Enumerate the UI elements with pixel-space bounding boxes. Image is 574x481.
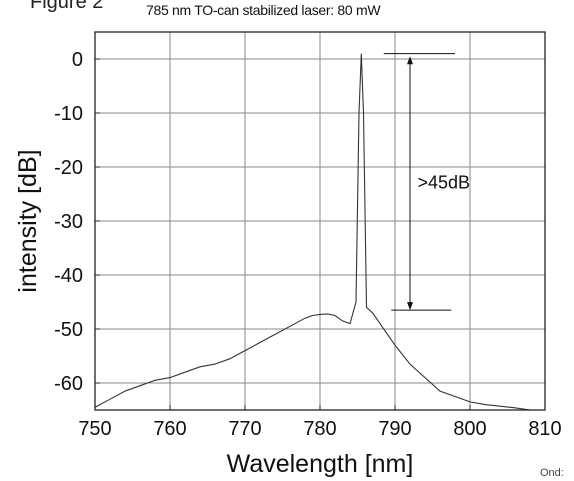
annotation-label: >45dB [418,173,471,193]
x-tick-label: 760 [153,418,186,440]
y-tick-labels: 0 -10 -20 -30 -40 -50 -60 [54,49,100,395]
range-arrow-head-up [407,56,413,65]
x-tick-label: 770 [228,418,261,440]
grid-lines [95,32,545,410]
x-axis-title: Wavelength [nm] [227,450,414,478]
y-tick-label: -60 [54,373,83,395]
y-tick-label: -30 [54,211,83,233]
chart-title: 785 nm TO-can stabilized laser: 80 mW [146,2,381,18]
x-tick-label: 780 [303,418,336,440]
spectrum-line [95,53,531,410]
y-axis-title: intensity [dB] [14,149,42,292]
y-tick-label: -50 [54,319,83,341]
x-tick-label: 750 [78,418,111,440]
x-tick-label: 810 [528,418,561,440]
figure-label: Figure 2 [30,0,104,13]
y-tick-label: -20 [54,157,83,179]
corner-note: Ond: [540,467,564,479]
annotation-group: >45dB [383,53,471,311]
series-group [95,53,531,410]
y-tick-label: -40 [54,265,83,287]
y-tick-label: -10 [54,103,83,125]
x-tick-label: 800 [453,418,486,440]
x-tick-label: 790 [378,418,411,440]
y-tick-label: 0 [72,49,83,71]
range-arrow-head-down [407,302,413,311]
x-tick-labels: 750 760 770 780 790 800 810 [78,405,562,440]
